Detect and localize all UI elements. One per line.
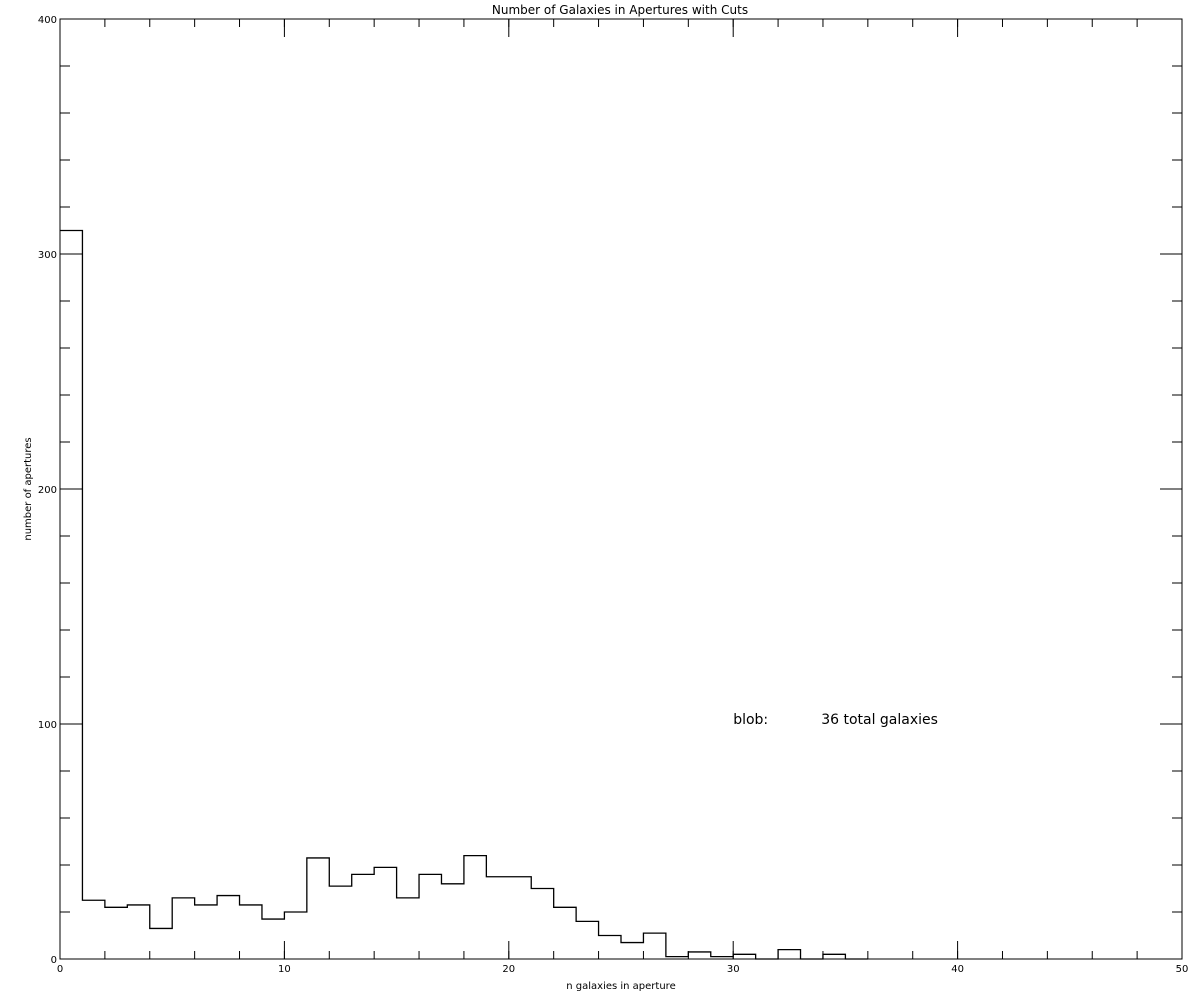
y-axis-label: number of apertures	[23, 437, 34, 540]
y-tick-labels: 0 100 200 300 400	[38, 15, 57, 966]
chart-title: Number of Galaxies in Apertures with Cut…	[492, 3, 748, 17]
y-tick-label: 400	[38, 15, 57, 26]
x-tick-label: 0	[57, 964, 63, 975]
annotation-label: blob:	[733, 712, 768, 728]
x-tick-label: 50	[1176, 964, 1189, 975]
major-ticks	[59, 18, 1183, 960]
annotation-value: 36 total galaxies	[821, 712, 938, 728]
x-axis-label: n galaxies in aperture	[566, 981, 675, 992]
x-tick-label: 30	[727, 964, 740, 975]
x-tick-label: 20	[502, 964, 515, 975]
x-tick-label: 40	[951, 964, 964, 975]
y-tick-label: 200	[38, 485, 57, 496]
y-tick-label: 100	[38, 720, 57, 731]
x-tick-label: 10	[278, 964, 291, 975]
minor-ticks	[59, 18, 1183, 960]
y-tick-label: 300	[38, 250, 57, 261]
y-tick-label: 0	[51, 955, 57, 966]
x-tick-labels: 0 10 20 30 40 50	[57, 964, 1189, 975]
histogram-step-line	[60, 229, 868, 960]
plot-frame	[59, 18, 1183, 960]
